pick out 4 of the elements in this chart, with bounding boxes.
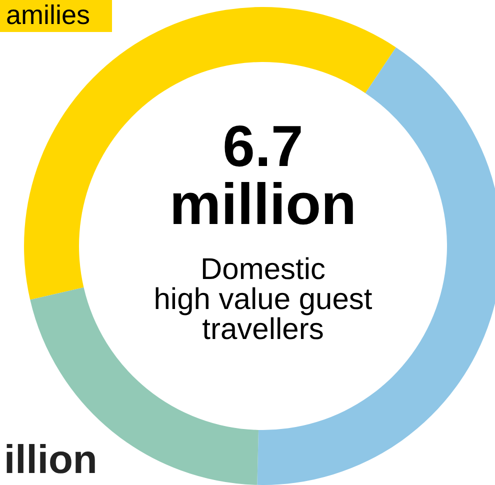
text: amilies: [0, 0, 112, 32]
text: 6.7 million: [168, 114, 358, 237]
text: illion: [4, 438, 98, 482]
text: Domestic high value guest travellers: [152, 253, 374, 346]
